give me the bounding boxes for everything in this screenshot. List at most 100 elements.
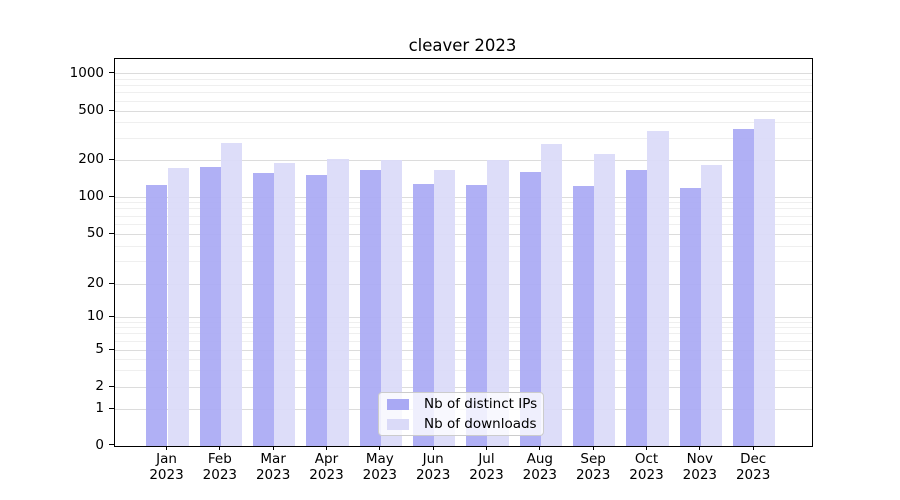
x-tick-mark-Oct-2023 [645,445,648,450]
gridline-y-300 [115,137,812,139]
x-tick-label-Apr-2023: Apr 2023 [309,450,344,483]
gridline-y-600 [115,100,812,102]
bar-Jun-2023-distinct-ips [412,183,435,446]
gridline-y-30 [115,261,812,263]
gridline-y-20 [115,283,812,285]
x-tick-label-Jun-2023: Jun 2023 [415,450,451,483]
gridline-y-70 [115,215,812,217]
x-tick-mark-May-2023 [379,445,381,450]
y-tick-label-500: 500 [78,102,104,118]
bar-Oct-2023-distinct-ips [626,169,648,446]
legend-swatch-distinct-ips [387,398,409,410]
bar-May-2023-downloads [380,160,403,446]
bar-Oct-2023-downloads [647,131,669,446]
x-tick-label-Sep-2023: Sep 2023 [575,450,611,483]
gridline-y-8 [115,327,812,329]
y-tick-label-5: 5 [95,341,104,357]
bar-Sep-2023-downloads [594,153,616,446]
y-tick-mark-100 [109,195,114,197]
x-tick-label-May-2023: May 2023 [362,450,397,483]
gridline-y-200 [115,159,812,161]
x-tick-mark-Jul-2023 [485,445,488,450]
x-tick-label-Mar-2023: Mar 2023 [255,450,291,483]
bar-Aug-2023-downloads [540,143,563,446]
gridline-y-80 [115,208,812,210]
chart-title: cleaver 2023 [408,36,517,55]
y-tick-label-0: 0 [95,436,104,453]
bar-Dec-2023-downloads [754,118,776,446]
y-tick-mark-2 [109,385,114,387]
gridline-y-6 [115,340,812,342]
gridline-y-90 [115,202,812,204]
bar-Feb-2023-downloads [220,142,243,446]
x-tick-label-Dec-2023: Dec 2023 [735,450,771,483]
gridline-y-500 [115,110,812,112]
x-tick-label-Feb-2023: Feb 2023 [202,450,237,483]
bar-Mar-2023-downloads [274,163,296,446]
x-tick-mark-Nov-2023 [699,445,701,450]
legend-item-downloads: Nb of downloads [379,416,543,432]
y-tick-mark-1 [109,407,114,409]
y-tick-mark-200 [109,158,114,160]
gridline-y-100 [115,196,812,198]
legend-item-distinct-ips: Nb of distinct IPs [379,396,543,412]
bar-Jul-2023-downloads [487,160,509,446]
gridline-y-1000 [115,73,812,74]
gridline-y-60 [115,223,812,225]
gridline-y-2 [115,386,812,388]
bar-Jul-2023-distinct-ips [466,185,488,446]
y-tick-mark-50 [109,232,114,234]
gridline-y-800 [115,85,812,87]
legend-label-downloads: Nb of downloads [424,416,537,432]
x-tick-label-Jan-2023: Jan 2023 [149,450,184,483]
gridline-y-40 [115,245,812,247]
bar-Jan-2023-distinct-ips [146,185,168,446]
x-tick-mark-Jan-2023 [165,445,168,450]
legend-swatch-downloads [387,418,409,430]
y-tick-mark-0 [109,444,114,446]
legend-label-distinct-ips: Nb of distinct IPs [424,396,538,412]
y-tick-label-100: 100 [78,188,104,204]
y-tick-mark-5 [109,348,114,350]
y-tick-label-1: 1 [95,400,104,416]
legend: Nb of distinct IPs Nb of downloads [378,392,544,436]
plot-area [114,58,813,447]
gridline-y-900 [115,78,812,80]
x-tick-mark-Aug-2023 [539,445,541,450]
x-tick-mark-Sep-2023 [592,445,594,450]
gridline-y-4 [115,358,812,360]
bar-Jun-2023-downloads [434,169,456,446]
y-tick-mark-20 [109,282,114,284]
x-tick-mark-Mar-2023 [272,445,274,450]
bar-Sep-2023-distinct-ips [572,185,595,446]
gridline-y-3 [115,370,812,372]
y-tick-label-10: 10 [86,308,104,324]
x-tick-mark-Dec-2023 [752,445,754,450]
bar-May-2023-distinct-ips [359,169,381,446]
bar-Feb-2023-distinct-ips [199,166,221,446]
gridline-y-9 [115,321,812,323]
x-tick-mark-Apr-2023 [325,445,328,450]
bar-Nov-2023-downloads [700,164,723,446]
y-tick-mark-10 [109,315,114,317]
x-tick-label-Oct-2023: Oct 2023 [629,450,664,483]
x-tick-label-Aug-2023: Aug 2023 [522,450,557,483]
gridline-y-50 [115,233,812,235]
x-tick-mark-Jun-2023 [432,445,434,450]
y-tick-mark-1000 [109,72,114,74]
bar-Aug-2023-distinct-ips [519,171,541,446]
bar-Dec-2023-distinct-ips [732,128,755,446]
bar-Mar-2023-distinct-ips [252,172,275,446]
y-tick-label-1000: 1000 [69,64,104,81]
bar-Nov-2023-distinct-ips [679,188,701,446]
gridline-y-400 [115,122,812,124]
x-tick-mark-Feb-2023 [219,445,221,450]
gridline-y-5 [115,349,812,351]
y-tick-mark-500 [109,109,114,111]
bar-Apr-2023-distinct-ips [306,175,328,446]
bar-Jan-2023-downloads [167,168,189,446]
gridline-y-7 [115,333,812,335]
y-tick-label-50: 50 [86,225,104,241]
y-tick-label-2: 2 [95,378,104,394]
